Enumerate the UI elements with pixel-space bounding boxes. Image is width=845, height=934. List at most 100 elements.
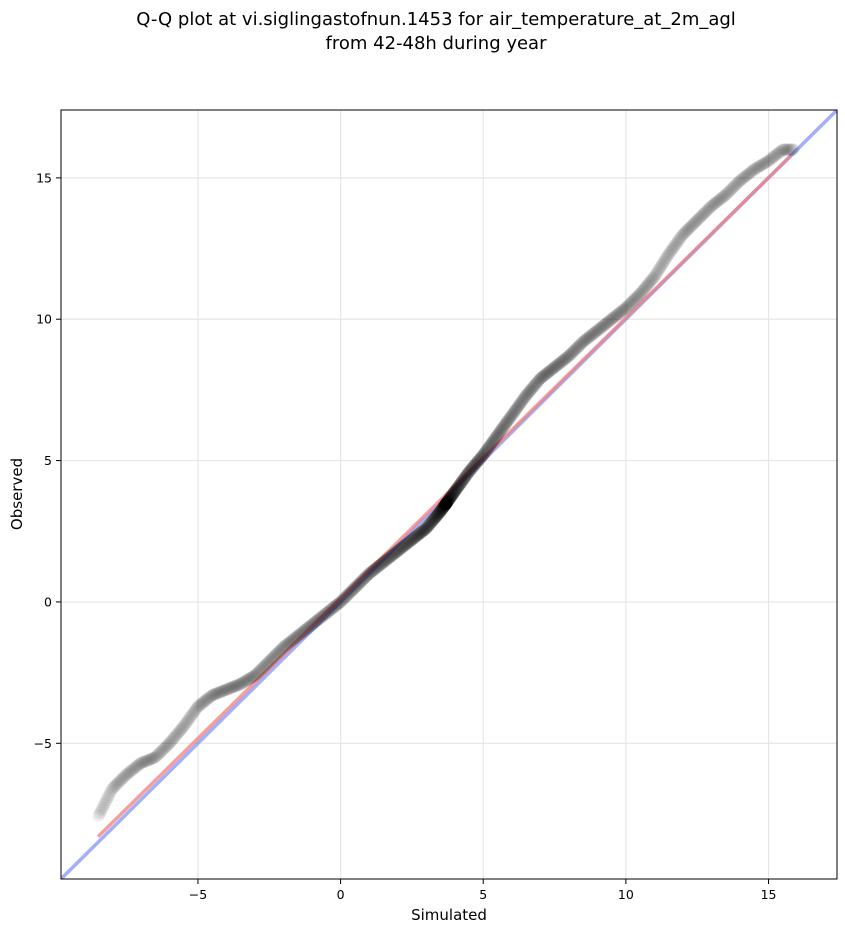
data-point [482, 440, 496, 453]
data-point [374, 558, 387, 571]
data-point [329, 599, 343, 612]
data-point [387, 548, 400, 561]
data-point [425, 515, 439, 528]
data-point [375, 557, 389, 570]
data-point [518, 391, 531, 404]
data-point [240, 674, 253, 687]
data-point [740, 169, 753, 182]
data-point [403, 534, 417, 548]
chart-title-line-2: from 42-48h during year [325, 33, 547, 54]
data-point [508, 405, 521, 418]
data-point [249, 668, 263, 681]
data-point [465, 462, 478, 476]
data-point [348, 582, 361, 595]
data-point [487, 434, 500, 447]
data-point [485, 436, 499, 450]
data-point [580, 333, 593, 346]
data-point [158, 742, 171, 755]
data-point [350, 579, 363, 593]
data-point [461, 467, 474, 480]
data-point [615, 305, 628, 318]
data-point [327, 601, 340, 614]
data-point [207, 688, 221, 701]
data-point [673, 233, 686, 246]
data-point [493, 426, 506, 439]
data-point [757, 157, 771, 170]
data-point [395, 541, 408, 555]
data-point [407, 531, 421, 545]
data-point [404, 534, 417, 547]
data-point [489, 430, 503, 444]
data-point [203, 691, 216, 704]
data-point [334, 596, 347, 609]
data-point [532, 374, 545, 387]
data-point [396, 540, 410, 553]
data-point [438, 498, 452, 512]
data-point [378, 554, 392, 568]
data-point [147, 751, 160, 765]
data-point [439, 497, 453, 511]
grid-lines [61, 110, 837, 879]
data-point [583, 330, 597, 343]
data-point [423, 517, 436, 531]
data-point [464, 463, 478, 476]
data-point [519, 389, 533, 402]
data-point [687, 217, 701, 230]
data-point [154, 745, 167, 759]
data-point [391, 545, 404, 558]
data-point [613, 306, 626, 320]
data-point [472, 454, 485, 467]
data-point [745, 165, 758, 178]
data-point [418, 523, 432, 536]
data-point [269, 648, 283, 661]
data-point [634, 287, 647, 300]
data-point [447, 486, 461, 499]
data-point [521, 387, 534, 400]
data-point [632, 289, 645, 302]
data-point [423, 518, 436, 531]
data-point [637, 283, 650, 296]
data-point [554, 356, 567, 369]
data-point [492, 427, 505, 441]
data-point [215, 685, 229, 698]
data-point [455, 476, 468, 489]
y-axis-label: Observed [8, 458, 26, 530]
data-point [782, 143, 795, 156]
data-point [471, 454, 485, 468]
data-point [381, 552, 394, 566]
data-point [402, 535, 416, 549]
data-point [602, 315, 615, 328]
data-point [363, 567, 376, 580]
data-point [200, 693, 213, 707]
data-point [300, 622, 314, 635]
data-point [555, 355, 569, 368]
data-point [581, 331, 595, 345]
data-point [254, 663, 268, 676]
data-point [433, 505, 447, 519]
data-point [438, 499, 452, 512]
data-point [784, 143, 798, 156]
data-point [698, 206, 711, 220]
data-point [452, 479, 466, 492]
data-point [285, 634, 299, 647]
data-point [354, 575, 368, 588]
data-point [484, 438, 498, 451]
data-point [256, 661, 270, 674]
data-point [490, 430, 503, 443]
data-point [377, 556, 390, 569]
data-point [454, 476, 468, 490]
data-point [342, 587, 356, 600]
data-point [315, 610, 329, 623]
data-point [436, 502, 449, 515]
data-point [236, 676, 249, 690]
data-point [439, 497, 453, 510]
data-point [565, 347, 578, 360]
data-point [284, 635, 297, 648]
data-point [159, 741, 172, 754]
data-point [617, 303, 630, 317]
data-point [597, 319, 611, 332]
data-point [177, 720, 190, 733]
data-point [323, 604, 336, 617]
data-point [403, 535, 416, 548]
data-point [244, 671, 257, 685]
